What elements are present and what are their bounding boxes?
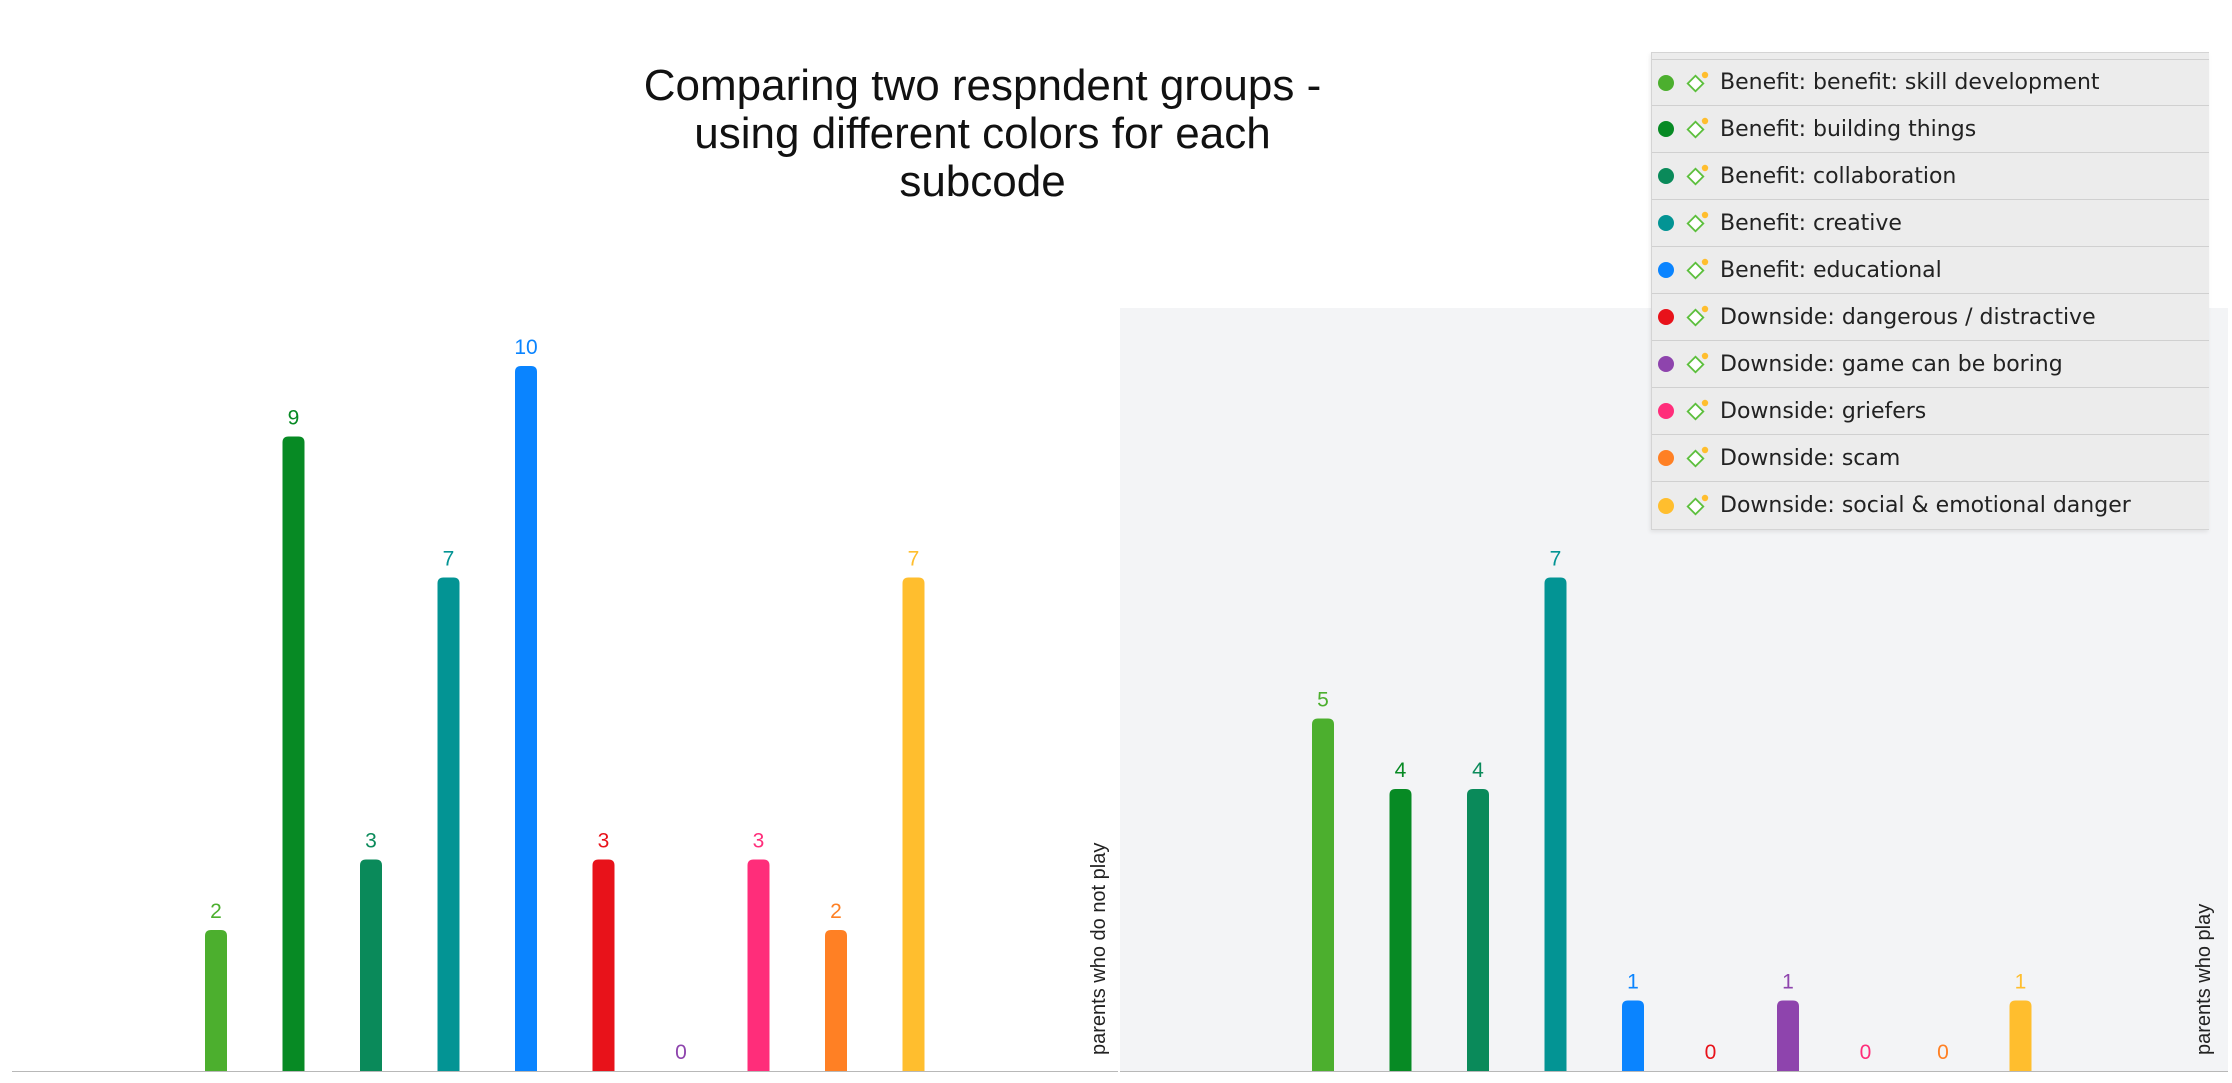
value-label-2-10: 1 [2015,971,2027,994]
value-label-2-1: 5 [1317,689,1329,712]
code-diamond-icon [1684,257,1710,283]
legend-color-dot [1658,497,1674,514]
bar-1-3[interactable] [360,859,382,1072]
legend-item[interactable]: Downside: game can be boring [1652,341,2209,388]
code-diamond-icon [1684,163,1710,189]
value-label-2-2: 4 [1395,759,1407,782]
value-label-2-9: 0 [1937,1041,1949,1064]
legend-color-dot [1658,121,1674,137]
code-diamond-icon [1684,210,1710,236]
value-label-1-7: 0 [675,1041,687,1064]
value-label-2-5: 1 [1627,971,1639,994]
legend-item[interactable]: Benefit: creative [1652,200,2209,247]
legend-color-dot [1658,309,1674,325]
legend-label: Downside: scam [1720,445,1901,471]
legend-color-dot [1658,356,1674,372]
legend-label: Downside: dangerous / distractive [1720,304,2096,330]
code-diamond-icon [1684,493,1710,519]
legend-item[interactable]: Downside: dangerous / distractive [1652,294,2209,341]
legend-color-dot [1658,403,1674,419]
legend-item[interactable]: Downside: scam [1652,435,2209,482]
legend-item[interactable]: Benefit: building things [1652,106,2209,153]
value-label-2-8: 0 [1860,1041,1872,1064]
legend-label: Benefit: building things [1720,116,1977,142]
bar-2-3[interactable] [1467,789,1489,1071]
bar-2-1[interactable] [1312,718,1334,1072]
bar-2-10[interactable] [2009,1000,2032,1072]
legend-item[interactable]: Benefit: benefit: skill development [1652,59,2209,106]
bar-1-8[interactable] [747,859,770,1072]
group-label-2: parents who play [2193,904,2215,1055]
legend-item[interactable]: Benefit: educational [1652,247,2209,294]
bar-1-10[interactable] [902,577,925,1072]
bar-1-5[interactable] [515,366,537,1071]
value-label-1-1: 2 [210,900,222,923]
bar-1-4[interactable] [437,577,460,1072]
code-diamond-icon [1684,445,1710,471]
bar-2-2[interactable] [1389,789,1412,1071]
bar-1-1[interactable] [205,930,227,1071]
value-label-1-4: 7 [443,548,455,571]
value-label-2-3: 4 [1472,759,1484,782]
group-label-1: parents who do not play [1088,843,1110,1055]
bar-2-7[interactable] [1777,1000,1799,1072]
legend-label: Downside: social & emotional danger [1720,493,2131,518]
bar-1-6[interactable] [592,859,615,1072]
legend-color-dot [1658,215,1674,231]
code-diamond-icon [1684,398,1710,424]
value-label-1-5: 10 [514,336,537,359]
code-diamond-icon [1684,304,1710,330]
bar-2-4[interactable] [1544,577,1567,1072]
legend-color-dot [1658,168,1674,184]
legend-item[interactable]: Downside: social & emotional danger [1652,482,2209,529]
chart-title: Comparing two respndent groups - using d… [643,61,1322,206]
legend-label: Benefit: creative [1720,210,1902,236]
value-label-2-4: 7 [1550,548,1562,571]
value-label-1-6: 3 [598,830,610,853]
legend-color-dot [1658,450,1674,466]
value-label-1-9: 2 [830,900,842,923]
legend-label: Benefit: benefit: skill development [1720,70,2100,95]
bar-2-5[interactable] [1622,1000,1644,1072]
code-diamond-icon [1684,116,1710,142]
value-label-1-10: 7 [908,548,920,571]
value-label-1-3: 3 [365,830,377,853]
value-label-2-6: 0 [1705,1041,1717,1064]
value-label-2-7: 1 [1782,971,1794,994]
legend-label: Downside: game can be boring [1720,351,2063,377]
legend-color-dot [1658,262,1674,278]
bar-1-2[interactable] [282,436,305,1072]
legend-item[interactable]: Downside: griefers [1652,388,2209,435]
legend-label: Benefit: collaboration [1720,163,1957,189]
legend-color-dot [1658,74,1674,91]
legend-item[interactable]: Benefit: collaboration [1652,153,2209,200]
legend: Benefit: benefit: skill development Benef… [1651,52,2209,530]
value-label-1-8: 3 [753,830,765,853]
bar-1-9[interactable] [825,930,847,1071]
legend-label: Downside: griefers [1720,398,1927,424]
value-label-1-2: 9 [288,407,300,430]
legend-label: Benefit: educational [1720,257,1942,283]
code-diamond-icon [1684,351,1710,377]
code-diamond-icon [1684,70,1710,96]
